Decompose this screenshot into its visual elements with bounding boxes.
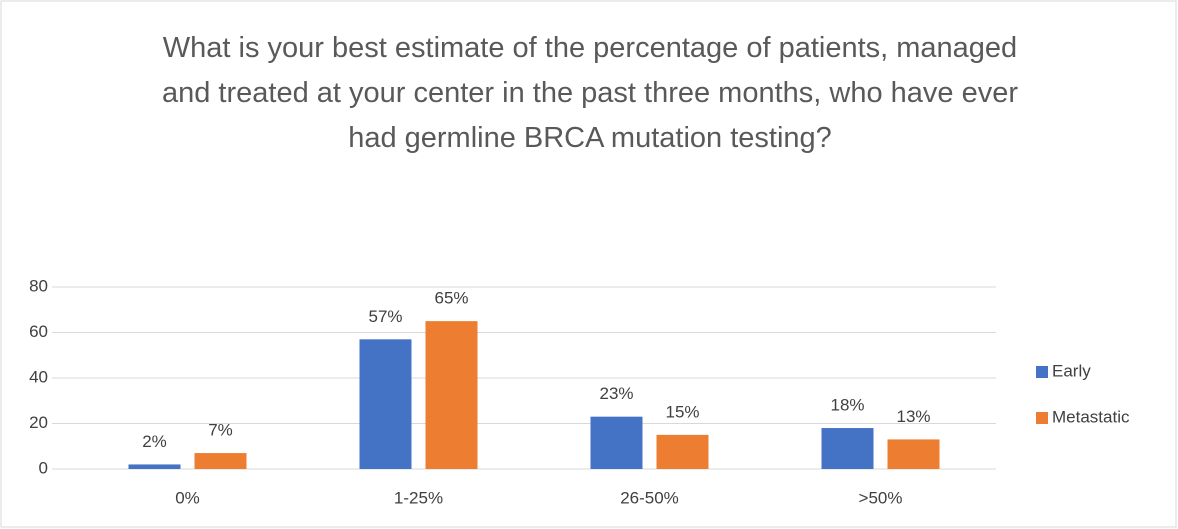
x-tick-label: 26-50% bbox=[620, 488, 679, 507]
bar bbox=[128, 464, 181, 469]
legend-swatch bbox=[1036, 412, 1048, 424]
value-label: 23% bbox=[599, 384, 633, 403]
legend-label: Metastatic bbox=[1052, 407, 1130, 426]
value-label: 7% bbox=[208, 421, 233, 440]
bar bbox=[590, 416, 643, 469]
bar bbox=[656, 434, 709, 469]
x-tick-label: 1-25% bbox=[394, 488, 443, 507]
bar bbox=[359, 339, 412, 469]
legend-swatch bbox=[1036, 366, 1048, 378]
y-tick-label: 40 bbox=[29, 367, 48, 386]
bar bbox=[821, 428, 874, 469]
legend-label: Early bbox=[1052, 361, 1091, 380]
y-tick-label: 60 bbox=[29, 322, 48, 341]
value-label: 13% bbox=[896, 407, 930, 426]
value-label: 2% bbox=[142, 432, 167, 451]
bar bbox=[425, 321, 478, 469]
value-label: 15% bbox=[665, 402, 699, 421]
y-tick-label: 80 bbox=[29, 276, 48, 295]
bar bbox=[194, 453, 247, 469]
y-tick-label: 0 bbox=[39, 458, 48, 477]
value-label: 65% bbox=[434, 289, 468, 308]
y-tick-label: 20 bbox=[29, 413, 48, 432]
x-tick-label: >50% bbox=[859, 488, 903, 507]
chart-title: What is your best estimate of the percen… bbox=[161, 32, 1018, 154]
x-tick-label: 0% bbox=[175, 488, 200, 507]
bar bbox=[887, 439, 940, 469]
value-label: 18% bbox=[830, 396, 864, 415]
value-label: 57% bbox=[368, 307, 402, 326]
